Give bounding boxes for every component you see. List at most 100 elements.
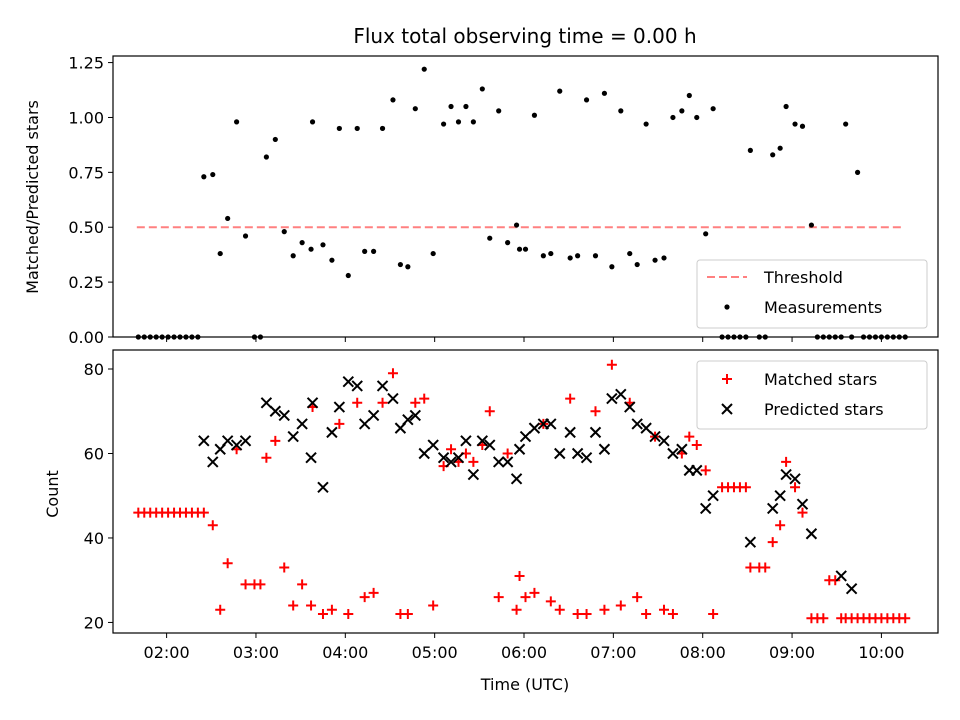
measurement-point: [345, 272, 351, 279]
matched-star-point: [215, 604, 226, 615]
legend-measurement-label: Measurements: [764, 298, 882, 317]
measurement-point: [448, 103, 454, 110]
matched-star-point: [306, 600, 317, 611]
measurement-point: [634, 261, 640, 268]
measurement-point: [679, 108, 685, 114]
predicted-star-point: [624, 401, 636, 413]
predicted-star-point: [278, 409, 290, 422]
predicted-star-point: [598, 443, 611, 455]
predicted-star-point: [342, 375, 354, 388]
measurement-point: [843, 121, 849, 127]
predicted-star-point: [418, 447, 430, 460]
predicted-star-point: [351, 380, 363, 392]
matched-star-point: [502, 448, 513, 459]
predicted-star-point: [207, 456, 219, 468]
bottom-xtick-label: 09:00: [769, 643, 815, 662]
measurement-point: [516, 246, 523, 252]
matched-star-point: [545, 596, 556, 607]
bottom-xtick-label: 03:00: [233, 643, 279, 662]
predicted-star-point: [510, 473, 523, 485]
measurement-point: [479, 86, 485, 92]
measurement-point: [592, 253, 599, 259]
measurement-point: [540, 253, 546, 259]
predicted-star-point: [774, 490, 786, 502]
predicted-star-point: [766, 502, 779, 515]
measurement-point: [242, 233, 249, 239]
predicted-star-point: [305, 452, 317, 464]
predicted-star-point: [437, 452, 450, 464]
matched-star-point: [684, 431, 695, 442]
predicted-star-point: [667, 447, 679, 460]
matched-star-point: [207, 520, 218, 531]
matched-star-point: [572, 608, 583, 619]
predicted-star-point: [484, 439, 496, 451]
bottom-xtick-label: 05:00: [412, 643, 458, 662]
top-ytick-label: 0.25: [68, 273, 104, 292]
predicted-star-point: [640, 422, 652, 434]
measurement-point: [362, 248, 368, 254]
measurement-point: [652, 257, 658, 263]
predicted-star-point: [476, 435, 489, 447]
predicted-star-point: [306, 397, 319, 409]
predicted-star-point: [198, 435, 210, 447]
predicted-star-point: [805, 528, 818, 540]
predicted-star-point: [528, 422, 541, 434]
predicted-star-point: [387, 392, 399, 405]
legend-predicted-swatch: [721, 403, 733, 415]
measurement-point: [513, 222, 520, 228]
matched-star-point: [377, 397, 388, 408]
predicted-star-point: [606, 392, 618, 405]
top-ytick-label: 0.75: [68, 163, 104, 182]
measurement-point: [281, 229, 287, 235]
bottom-ytick-label: 60: [84, 444, 104, 463]
legend-predicted-label: Predicted stars: [764, 400, 884, 419]
matched-star-point: [317, 608, 328, 619]
bottom-ytick-label: 80: [84, 360, 104, 379]
predicted-star-point: [326, 426, 338, 439]
matched-star-point: [599, 604, 610, 615]
predicted-star-point: [554, 447, 566, 460]
matched-star-point: [740, 482, 751, 493]
matched-star-point: [446, 444, 457, 455]
matched-star-point: [606, 359, 617, 370]
matched-star-point: [632, 592, 643, 603]
measurement-point: [548, 250, 554, 257]
matched-star-point: [419, 393, 430, 404]
predicted-star-point: [317, 481, 329, 493]
predicted-star-point: [707, 490, 719, 502]
predicted-star-point: [367, 409, 380, 422]
predicted-star-point: [501, 456, 514, 468]
top-ytick-label: 1.00: [68, 108, 104, 127]
matched-star-point: [402, 608, 413, 619]
matched-star-point: [797, 507, 808, 518]
matched-star-point: [658, 604, 669, 615]
measurement-point: [792, 121, 798, 127]
bottom-xtick-label: 06:00: [501, 643, 547, 662]
measurement-point: [609, 264, 615, 270]
matched-star-point: [255, 579, 266, 590]
measurement-point: [557, 88, 563, 94]
measurement-point: [354, 125, 360, 132]
predicted-star-point: [571, 447, 584, 460]
top-axes: 0.00 0.25 0.50 0.75 1.00 1.25 Threshold Measure…: [68, 54, 939, 347]
bottom-xtick-label: 04:00: [322, 643, 368, 662]
measurement-point: [234, 119, 240, 125]
matched-star-point: [198, 507, 209, 518]
top-ytick-label: 0.50: [68, 218, 104, 237]
predicted-star-point: [519, 430, 532, 443]
matched-star-point: [387, 368, 398, 379]
matched-star-point: [428, 600, 439, 611]
measurement-point: [412, 106, 418, 112]
predicted-star-point: [780, 468, 792, 481]
predicted-star-point: [221, 435, 234, 447]
matched-star-point: [529, 587, 540, 598]
measurement-point: [225, 215, 231, 222]
predicted-star-point: [239, 435, 252, 447]
measurement-point: [694, 114, 700, 121]
measurement-point: [522, 246, 529, 252]
measurement-point: [421, 66, 427, 72]
measurement-point: [201, 174, 207, 180]
top-plot-frame: [112, 55, 939, 338]
matched-star-point: [700, 465, 711, 476]
matched-star-point: [745, 562, 756, 573]
